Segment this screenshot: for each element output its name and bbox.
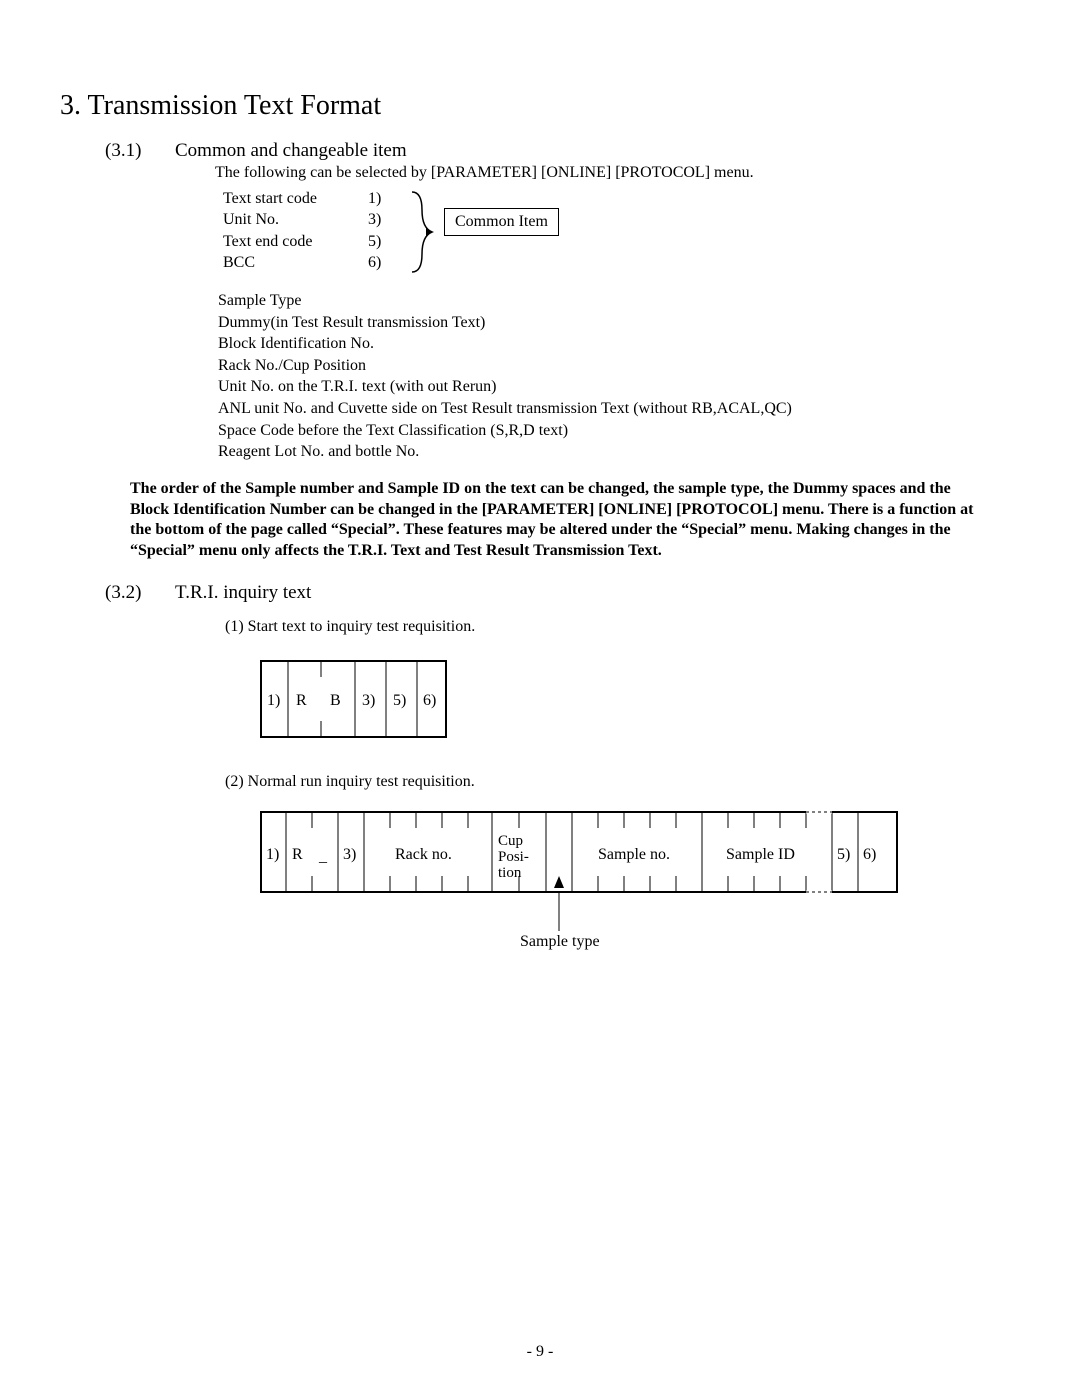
d2-cell: 3) <box>343 846 356 863</box>
sec31-title: Common and changeable item <box>175 140 407 162</box>
sec31-header: (3.1) Common and changeable item <box>60 140 1010 162</box>
item-num: 6) <box>368 252 408 274</box>
list-item: Sample Type <box>218 290 1010 312</box>
d2-cell: tion <box>498 865 522 881</box>
item-label: Text start code <box>223 188 368 210</box>
list-item: Unit No. on the T.R.I. text (with out Re… <box>218 376 1010 398</box>
d2-cell: R <box>292 846 303 863</box>
list-item: Dummy(in Test Result transmission Text) <box>218 312 1010 334</box>
sec32-sub2: (2) Normal run inquiry test requisition. <box>60 773 1010 791</box>
d2-cell: Sample no. <box>598 846 670 863</box>
page-number: - 9 - <box>0 1343 1080 1361</box>
diagram1: 1) R B 3) 5) 6) <box>60 660 1010 745</box>
d1-cell: 3) <box>362 692 375 709</box>
sec32-header: (3.2) T.R.I. inquiry text <box>60 582 1010 604</box>
d1-cell: 5) <box>393 692 406 709</box>
sec32-sub1: (1) Start text to inquiry test requisiti… <box>60 618 1010 636</box>
d2-cell: 5) <box>837 846 850 863</box>
list-item: Rack No./Cup Position <box>218 355 1010 377</box>
d2-cell: 1) <box>266 846 279 863</box>
section-heading: 3. Transmission Text Format <box>60 90 1010 122</box>
sec31-item-nums: 1) 3) 5) 6) <box>368 188 408 274</box>
d2-callout: Sample type <box>520 933 600 950</box>
d1-cell: B <box>330 692 341 709</box>
sec31-number: (3.1) <box>60 140 175 162</box>
item-label: Text end code <box>223 231 368 253</box>
sec31-item-labels: Text start code Unit No. Text end code B… <box>223 188 368 274</box>
sec31-intro: The following can be selected by [PARAME… <box>60 162 1010 184</box>
item-num: 1) <box>368 188 408 210</box>
item-num: 5) <box>368 231 408 253</box>
d1-cell: 1) <box>267 692 280 709</box>
sec32-number: (3.2) <box>60 582 175 604</box>
item-label: Unit No. <box>223 209 368 231</box>
list-item: ANL unit No. and Cuvette side on Test Re… <box>218 398 1010 420</box>
common-item-box: Common Item <box>444 208 559 236</box>
d2-cell: Sample ID <box>726 846 795 863</box>
d2-cell: Cup <box>498 833 523 849</box>
d2-cell: Posi- <box>498 849 529 865</box>
sec31-items-row: Text start code Unit No. Text end code B… <box>60 188 1010 274</box>
sec32-title: T.R.I. inquiry text <box>175 582 311 604</box>
sec31-note: The order of the Sample number and Sampl… <box>60 479 1010 562</box>
d2-cell: Rack no. <box>395 846 452 863</box>
d1-cell: 6) <box>423 692 436 709</box>
list-item: Reagent Lot No. and bottle No. <box>218 441 1010 463</box>
sec32-title-text: T.R.I. inquiry text <box>175 582 311 603</box>
page: 3. Transmission Text Format (3.1) Common… <box>0 0 1080 1397</box>
item-num: 3) <box>368 209 408 231</box>
list-item: Block Identification No. <box>218 333 1010 355</box>
d2-cell: 6) <box>863 846 876 863</box>
item-label: BCC <box>223 252 368 274</box>
list-item: Space Code before the Text Classificatio… <box>218 420 1010 442</box>
brace-icon <box>408 188 438 274</box>
d1-cell: R <box>296 692 307 709</box>
diagram2: 1) R _ 3) Rack no. Cup Posi- tion Sample… <box>60 811 1010 966</box>
sec31-list: Sample Type Dummy(in Test Result transmi… <box>60 290 1010 463</box>
d2-cell: _ <box>318 848 328 865</box>
